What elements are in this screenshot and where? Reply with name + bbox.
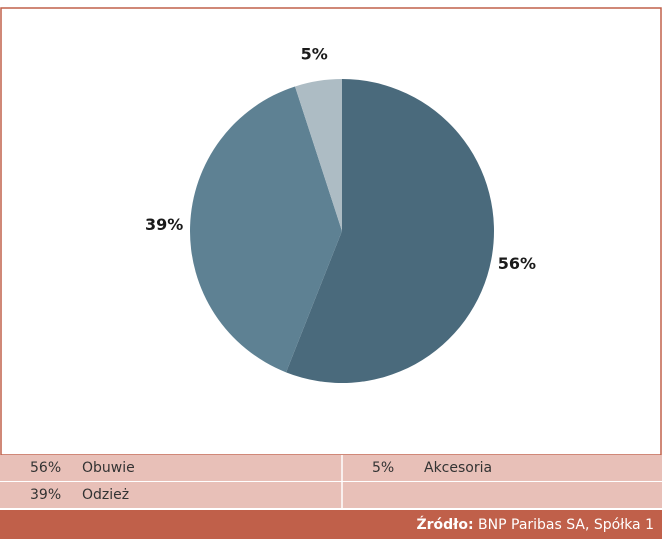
legend-row: [0, 455, 662, 481]
footer-bar: [0, 510, 662, 539]
source-text: BNP Paribas SA, Spółka 1: [478, 517, 654, 533]
legend-value: 56%: [30, 460, 61, 476]
legend-label: Obuwie: [82, 460, 135, 476]
pie-slice: [190, 86, 342, 373]
slice-label: 56%: [498, 254, 536, 273]
pie-slice: [295, 79, 342, 231]
slice-label: 39%: [145, 215, 183, 234]
legend-value: 5%: [372, 460, 394, 476]
legend-label: Odzież: [82, 487, 129, 503]
slice-label: 5%: [301, 45, 328, 64]
legend-value: 39%: [30, 487, 61, 503]
source: Źródło: BNP Paribas SA, Spółka 1: [416, 515, 654, 533]
source-label: Źródło:: [416, 515, 473, 533]
legend-row: [0, 482, 662, 508]
pie-slice: [286, 79, 494, 384]
legend-label: Akcesoria: [424, 460, 492, 476]
